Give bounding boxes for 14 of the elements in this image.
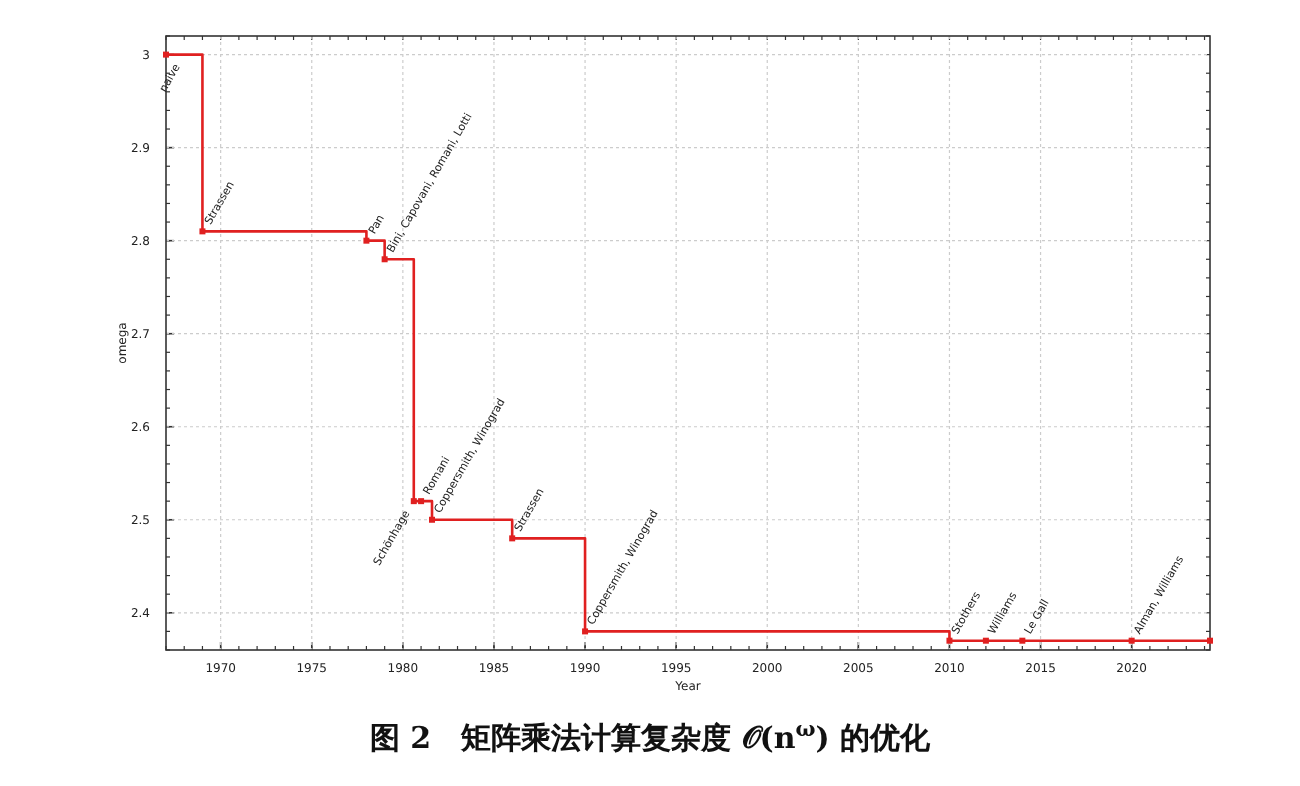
point — [381, 256, 388, 263]
point — [363, 237, 370, 244]
text: 图 2 矩阵乘法计算复杂度 𝒪(n$^{ω}$) 的优化 — [369, 718, 933, 756]
point — [1019, 637, 1026, 644]
point — [410, 498, 417, 505]
point — [1128, 637, 1135, 644]
point — [1207, 637, 1213, 644]
point — [199, 228, 206, 235]
point — [418, 498, 425, 505]
point — [429, 516, 436, 523]
point — [982, 637, 989, 644]
point — [509, 535, 516, 542]
point — [946, 637, 953, 644]
point — [582, 628, 589, 635]
